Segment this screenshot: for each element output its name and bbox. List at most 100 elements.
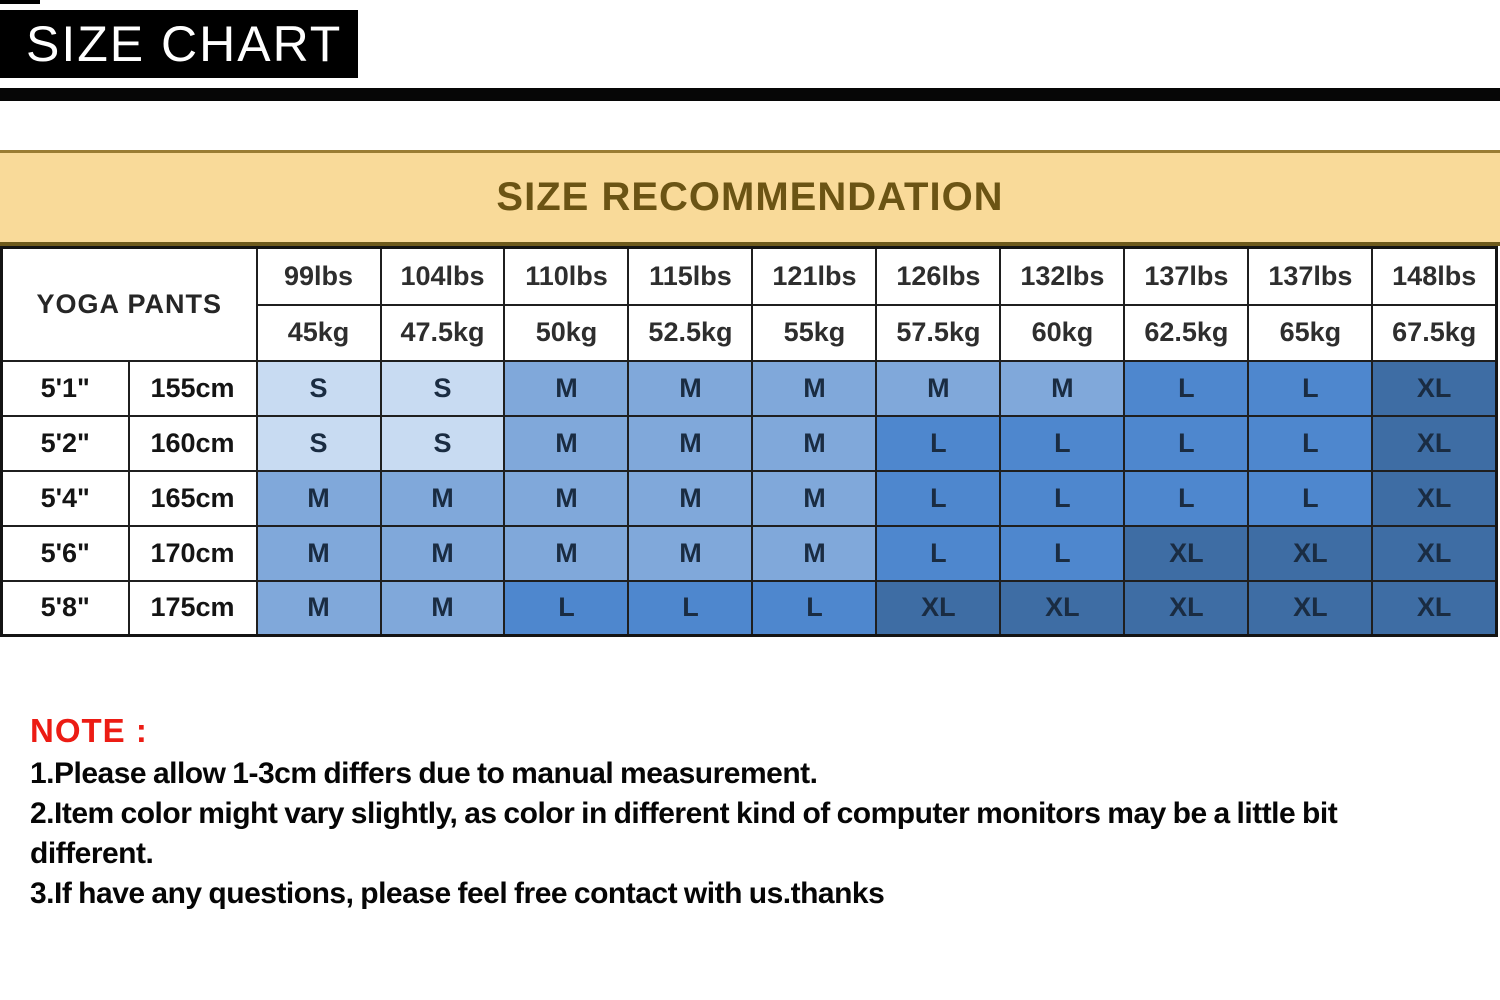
size-table: YOGA PANTS 99lbs 104lbs 110lbs 115lbs 121lbs 1… xyxy=(0,246,1498,637)
size-cell: L xyxy=(875,524,1002,582)
size-cell: L xyxy=(1247,469,1374,527)
height-ft-cell: 5'1" xyxy=(0,359,130,417)
size-cell: M xyxy=(627,359,754,417)
size-cell: M xyxy=(627,524,754,582)
note-line: 1.Please allow 1-3cm differs due to manu… xyxy=(30,757,818,790)
size-cell: M xyxy=(503,414,630,472)
size-cell: XL xyxy=(1371,414,1498,472)
weight-kg-header: 60kg xyxy=(999,303,1126,362)
size-cell: M xyxy=(503,359,630,417)
size-cell: M xyxy=(751,469,878,527)
size-cell: M xyxy=(503,469,630,527)
table-row: 5'4" 165cm M M M M M L L L L XL xyxy=(0,469,1498,527)
size-cell: L xyxy=(999,469,1126,527)
size-cell: L xyxy=(875,414,1002,472)
weight-kg-header: 47.5kg xyxy=(379,303,506,362)
size-cell: XL xyxy=(1371,469,1498,527)
weight-lbs-header: 115lbs xyxy=(627,246,754,306)
size-cell: M xyxy=(379,469,506,527)
header-row-lbs: YOGA PANTS 99lbs 104lbs 110lbs 115lbs 121lbs 1… xyxy=(0,246,1498,362)
size-cell: L xyxy=(999,414,1126,472)
product-label: YOGA PANTS xyxy=(0,246,258,362)
size-cell: L xyxy=(1123,414,1250,472)
weight-kg-header: 50kg xyxy=(503,303,630,362)
weight-lbs-header: 137lbs xyxy=(1123,246,1250,306)
table-row: 5'2" 160cm S S M M M L L L L XL xyxy=(0,414,1498,472)
weight-kg-header: 67.5kg xyxy=(1371,303,1498,362)
page-title: SIZE CHART xyxy=(26,16,343,72)
size-cell: L xyxy=(1247,414,1374,472)
size-cell: XL xyxy=(1371,359,1498,417)
size-cell: XL xyxy=(1371,524,1498,582)
banner: SIZE RECOMMENDATION xyxy=(0,150,1500,246)
size-cell: XL xyxy=(1123,524,1250,582)
weight-lbs-header: 132lbs xyxy=(999,246,1126,306)
height-cm-cell: 175cm xyxy=(127,579,258,637)
size-cell: M xyxy=(255,524,382,582)
height-ft-cell: 5'4" xyxy=(0,469,130,527)
size-cell: M xyxy=(379,524,506,582)
table-row: 5'8" 175cm M M L L L XL XL XL XL XL xyxy=(0,579,1498,637)
size-cell: XL xyxy=(999,579,1126,637)
weight-lbs-header: 99lbs xyxy=(255,246,382,306)
size-cell: XL xyxy=(1371,579,1498,637)
note-section: NOTE : 1.Please allow 1-3cm differs due … xyxy=(30,712,1475,914)
size-cell: L xyxy=(751,579,878,637)
note-line: different. xyxy=(30,837,154,870)
size-cell: L xyxy=(1123,469,1250,527)
size-cell: L xyxy=(627,579,754,637)
note-title: NOTE : xyxy=(30,712,148,749)
weight-lbs-header: 110lbs xyxy=(503,246,630,306)
weight-kg-header: 45kg xyxy=(255,303,382,362)
size-cell: L xyxy=(503,579,630,637)
size-cell: L xyxy=(1123,359,1250,417)
weight-lbs-header: 126lbs xyxy=(875,246,1002,306)
size-cell: M xyxy=(503,524,630,582)
height-ft-cell: 5'6" xyxy=(0,524,130,582)
weight-kg-header: 52.5kg xyxy=(627,303,754,362)
table-row: 5'6" 170cm M M M M M L L XL XL XL xyxy=(0,524,1498,582)
table-row: 5'1" 155cm S S M M M M M L L XL xyxy=(0,359,1498,417)
size-cell: XL xyxy=(1123,579,1250,637)
size-cell: M xyxy=(751,414,878,472)
size-cell: L xyxy=(875,469,1002,527)
size-cell: M xyxy=(627,469,754,527)
weight-lbs-header: 137lbs xyxy=(1247,246,1374,306)
size-cell: S xyxy=(255,414,382,472)
weight-kg-header: 57.5kg xyxy=(875,303,1002,362)
size-cell: M xyxy=(379,579,506,637)
size-cell: L xyxy=(999,524,1126,582)
height-cm-cell: 155cm xyxy=(127,359,258,417)
height-ft-cell: 5'2" xyxy=(0,414,130,472)
height-cm-cell: 170cm xyxy=(127,524,258,582)
weight-lbs-header: 104lbs xyxy=(379,246,506,306)
size-cell: M xyxy=(875,359,1002,417)
size-cell: S xyxy=(379,359,506,417)
size-cell: S xyxy=(255,359,382,417)
weight-lbs-header: 148lbs xyxy=(1371,246,1498,306)
header-row-kg: 45kg 47.5kg 50kg 52.5kg 55kg 57.5kg 60kg 62.5kg… xyxy=(2,303,1498,362)
height-cm-cell: 165cm xyxy=(127,469,258,527)
weight-lbs-header: 121lbs xyxy=(751,246,878,306)
note-line: 3.If have any questions, please feel fre… xyxy=(30,877,885,910)
weight-kg-header: 65kg xyxy=(1247,303,1374,362)
size-cell: M xyxy=(999,359,1126,417)
weight-kg-header: 62.5kg xyxy=(1123,303,1250,362)
banner-title: SIZE RECOMMENDATION xyxy=(496,175,1004,219)
divider-bar-top xyxy=(0,88,1500,101)
size-cell: XL xyxy=(1247,524,1374,582)
size-cell: S xyxy=(379,414,506,472)
top-edge-mark xyxy=(0,0,40,4)
note-lines: 1.Please allow 1-3cm differs due to manu… xyxy=(30,754,1475,914)
size-cell: M xyxy=(751,359,878,417)
height-ft-cell: 5'8" xyxy=(0,579,130,637)
page-title-box: SIZE CHART xyxy=(0,10,358,78)
size-cell: M xyxy=(255,469,382,527)
height-cm-cell: 160cm xyxy=(127,414,258,472)
size-cell: L xyxy=(1247,359,1374,417)
size-cell: M xyxy=(751,524,878,582)
size-cell: XL xyxy=(1247,579,1374,637)
size-cell: M xyxy=(627,414,754,472)
weight-kg-header: 55kg xyxy=(751,303,878,362)
